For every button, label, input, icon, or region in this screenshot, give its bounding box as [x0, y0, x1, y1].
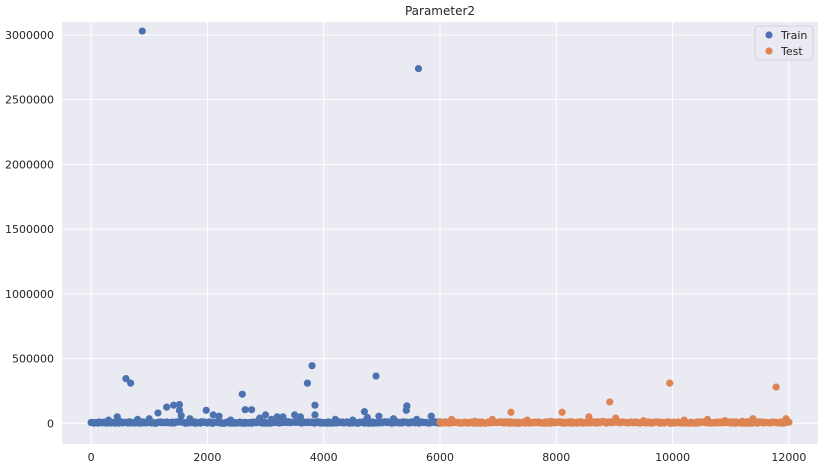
x-tick-label: 0 [88, 451, 95, 464]
y-tick-label: 500000 [12, 353, 54, 366]
data-point [303, 379, 312, 387]
data-point [585, 413, 593, 421]
y-tick-label: 2500000 [5, 94, 54, 107]
y-tick-label: 0 [47, 417, 54, 430]
data-point [177, 411, 185, 420]
x-tick-label: 6000 [426, 451, 454, 464]
x-tick-label: 12000 [771, 451, 806, 464]
data-point [349, 416, 357, 424]
data-point [546, 417, 555, 425]
legend-label: Test [780, 45, 803, 58]
data-point [507, 408, 515, 416]
data-point [360, 408, 368, 416]
data-point [488, 415, 496, 424]
data-point [186, 415, 194, 423]
data-point [612, 414, 620, 422]
data-point [680, 416, 688, 424]
legend-label: Train [780, 29, 807, 42]
data-point [749, 415, 757, 423]
tick-labels: 0 2000 4000 6000 8000 10000 12000 0 500000 100000… [5, 29, 806, 464]
data-point [154, 409, 162, 417]
data-point [721, 417, 729, 425]
data-point [311, 411, 319, 419]
data-point [261, 411, 270, 419]
y-tick-label: 2000000 [5, 158, 54, 171]
data-point [209, 411, 217, 419]
data-point [363, 413, 371, 422]
data-point [163, 403, 171, 411]
x-tick-label: 8000 [542, 451, 570, 464]
data-point [145, 415, 153, 423]
data-point [215, 412, 223, 420]
y-tick-label: 1000000 [5, 288, 54, 301]
data-point [427, 412, 435, 420]
data-point [448, 415, 456, 424]
data-point [599, 417, 607, 425]
legend-marker [765, 47, 773, 55]
data-point [170, 401, 178, 409]
data-point [202, 406, 210, 414]
data-point [331, 415, 339, 424]
y-tick-label: 3000000 [5, 29, 54, 42]
data-point [413, 415, 421, 424]
data-points [87, 27, 793, 427]
data-point [738, 417, 747, 425]
series-test [436, 379, 793, 427]
data-point [606, 398, 614, 406]
y-tick-label: 1500000 [5, 223, 54, 236]
legend: Train Test [754, 25, 814, 61]
data-point [558, 408, 566, 416]
data-point [703, 415, 712, 424]
data-point [308, 362, 316, 370]
data-point [127, 379, 135, 387]
data-point [523, 416, 531, 424]
data-point [113, 413, 121, 421]
data-point [372, 372, 380, 380]
data-point [291, 411, 299, 419]
data-point [227, 416, 235, 424]
data-point [414, 65, 423, 73]
data-point [471, 417, 479, 425]
data-point [782, 415, 790, 423]
data-point [134, 415, 142, 424]
data-point [389, 415, 398, 423]
x-tick-label: 2000 [193, 451, 221, 464]
x-tick-label: 10000 [655, 451, 690, 464]
data-point [238, 390, 246, 398]
data-point [375, 412, 383, 420]
data-point [666, 379, 674, 387]
data-point [247, 406, 256, 414]
data-point [256, 414, 264, 422]
chart-title: Parameter2 [405, 4, 475, 18]
data-point [138, 27, 146, 35]
data-point [273, 413, 281, 421]
data-point [122, 375, 130, 383]
data-point [104, 416, 113, 424]
data-point [296, 413, 305, 421]
legend-marker [765, 31, 773, 39]
data-point [311, 401, 319, 409]
data-point [402, 406, 410, 414]
data-point [639, 417, 648, 425]
data-point [772, 383, 780, 391]
data-point [267, 415, 275, 424]
data-point [241, 406, 249, 414]
series-train [87, 27, 444, 427]
data-point [175, 400, 184, 409]
x-tick-label: 4000 [310, 451, 338, 464]
data-point [279, 413, 287, 421]
